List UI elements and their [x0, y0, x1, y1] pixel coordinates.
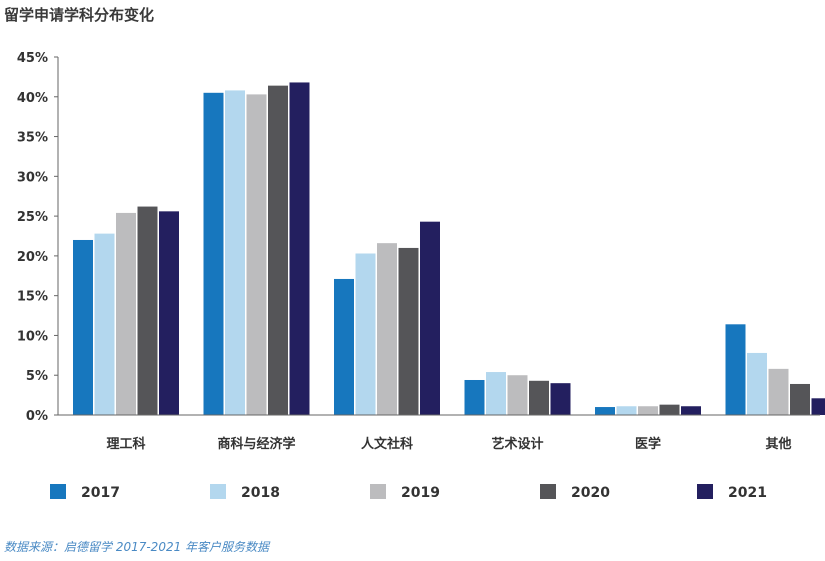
bar-2018: [94, 233, 115, 415]
legend-swatch: [540, 484, 556, 499]
bar-2020: [529, 380, 549, 415]
bar-2017: [725, 324, 746, 415]
legend-swatch: [370, 484, 386, 499]
legend-swatch: [697, 484, 713, 499]
y-tick-label: 45%: [17, 51, 48, 66]
y-tick-label: 40%: [17, 91, 48, 106]
legend-label: 2018: [241, 485, 280, 501]
y-tick-label: 25%: [17, 210, 48, 225]
x-category-label: 理工科: [106, 436, 145, 452]
bar-2020: [268, 85, 288, 415]
bars: [73, 82, 825, 416]
y-axis: 0% 5% 10% 15% 20% 25% 30% 35% 40% 45%: [17, 51, 59, 424]
bar-2021: [159, 211, 179, 415]
legend-swatch: [50, 484, 66, 499]
legend-label: 2017: [81, 485, 120, 501]
x-category-label: 医学: [635, 436, 661, 452]
x-category-label: 艺术设计: [491, 436, 543, 452]
x-category-label: 商科与经济学: [217, 436, 295, 452]
legend: 2017 2018 2019 2020 2021: [50, 484, 767, 501]
bar-2018: [747, 352, 767, 415]
bar-2019: [638, 406, 658, 415]
bar-2021: [811, 398, 825, 415]
legend-label: 2020: [571, 485, 610, 501]
bar-chart: 0% 5% 10% 15% 20% 25% 30% 35% 40% 45% 理工科 商科与经济学 人文…: [17, 51, 825, 501]
y-tick-label: 20%: [17, 250, 48, 265]
bar-2021: [420, 221, 440, 415]
bar-2017: [73, 239, 93, 415]
chart-title: 留学申请学科分布变化: [4, 6, 155, 24]
bar-2019: [768, 368, 789, 415]
bar-2020: [790, 383, 810, 415]
bar-2018: [355, 253, 376, 415]
bar-2020: [137, 206, 158, 415]
y-tick-label: 0%: [26, 409, 48, 424]
bar-2017: [203, 92, 224, 416]
legend-label: 2019: [401, 485, 440, 501]
bar-2021: [681, 406, 701, 415]
x-axis: 理工科 商科与经济学 人文社科 艺术设计 医学 其他: [58, 414, 820, 452]
bar-2020: [659, 404, 680, 415]
legend-label: 2021: [728, 485, 767, 501]
legend-swatch: [210, 484, 226, 499]
bar-2018: [486, 372, 506, 415]
bar-2021: [289, 82, 310, 416]
bar-2019: [377, 243, 397, 415]
bar-2017: [464, 379, 485, 415]
bar-2018: [616, 406, 637, 415]
bar-2019: [116, 212, 136, 415]
data-source-note: 数据来源：启德留学 2017-2021 年客户服务数据: [4, 540, 270, 554]
bar-2018: [225, 90, 245, 415]
x-category-label: 人文社科: [361, 436, 413, 452]
y-tick-label: 15%: [17, 290, 48, 305]
y-tick-label: 30%: [17, 170, 48, 185]
bar-2020: [398, 247, 419, 415]
y-tick-label: 10%: [17, 329, 48, 344]
bar-2017: [334, 278, 354, 415]
y-tick-label: 35%: [17, 131, 48, 146]
bar-2019: [507, 375, 528, 415]
bar-2019: [246, 94, 267, 415]
y-tick-label: 5%: [26, 369, 48, 384]
bar-2017: [595, 407, 615, 415]
x-category-label: 其他: [765, 436, 791, 452]
bar-2021: [550, 383, 571, 415]
